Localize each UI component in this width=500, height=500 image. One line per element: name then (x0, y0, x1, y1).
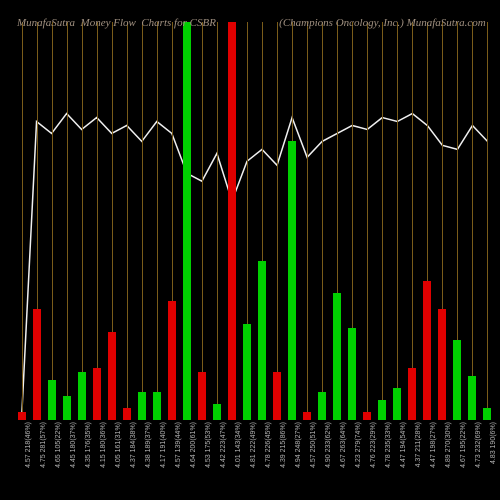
volume-bar (138, 392, 146, 420)
volume-bar (468, 376, 476, 420)
volume-bar (228, 22, 236, 420)
chart-root: { "header": { "text_left": "MunafaSutra … (0, 0, 500, 500)
grid-line (277, 22, 278, 420)
volume-bar (93, 368, 101, 420)
volume-bar (363, 412, 371, 420)
volume-bar (273, 372, 281, 420)
volume-bar (348, 328, 356, 420)
grid-line (127, 22, 128, 420)
grid-line (382, 22, 383, 420)
volume-bar (453, 340, 461, 420)
title-right: (Champions Oncology, Inc.) MunafaSutra.c… (279, 17, 486, 29)
grid-line (22, 22, 23, 420)
volume-bar (423, 281, 431, 420)
volume-bar (333, 293, 341, 420)
volume-bar (303, 412, 311, 420)
grid-line (367, 22, 368, 420)
volume-bar (63, 396, 71, 420)
grid-line (52, 22, 53, 420)
grid-line (472, 22, 473, 420)
volume-bar (78, 372, 86, 420)
chart-title: MunafaSutra Money Flow Charts for CSBR (… (0, 5, 500, 41)
volume-bar (258, 261, 266, 420)
volume-bar (408, 368, 416, 420)
volume-bar (153, 392, 161, 420)
volume-bar (183, 22, 191, 420)
grid-line (322, 22, 323, 420)
x-tick-label: 4.83 190(6%) (490, 422, 500, 464)
volume-bar (318, 392, 326, 420)
grid-line (202, 22, 203, 420)
volume-bar (18, 412, 26, 420)
grid-line (67, 22, 68, 420)
grid-line (157, 22, 158, 420)
grid-line (397, 22, 398, 420)
volume-bar (108, 332, 116, 420)
grid-line (412, 22, 413, 420)
chart-plot-area (14, 22, 495, 420)
volume-bar (243, 324, 251, 420)
volume-bar (168, 301, 176, 420)
volume-bar (483, 408, 491, 420)
volume-bar (288, 141, 296, 420)
grid-line (97, 22, 98, 420)
volume-bar (123, 408, 131, 420)
volume-bar (438, 309, 446, 420)
volume-bar (33, 309, 41, 420)
volume-bar (198, 372, 206, 420)
grid-line (487, 22, 488, 420)
grid-line (82, 22, 83, 420)
volume-bar (213, 404, 221, 420)
volume-bar (393, 388, 401, 420)
volume-bar (378, 400, 386, 420)
grid-line (142, 22, 143, 420)
title-left: MunafaSutra Money Flow Charts for CSBR (17, 17, 216, 29)
grid-line (307, 22, 308, 420)
x-axis-labels: 4.57 218(46%)4.75 281(57%)4.65 105(22%)4… (14, 420, 495, 500)
grid-line (217, 22, 218, 420)
volume-bar (48, 380, 56, 420)
